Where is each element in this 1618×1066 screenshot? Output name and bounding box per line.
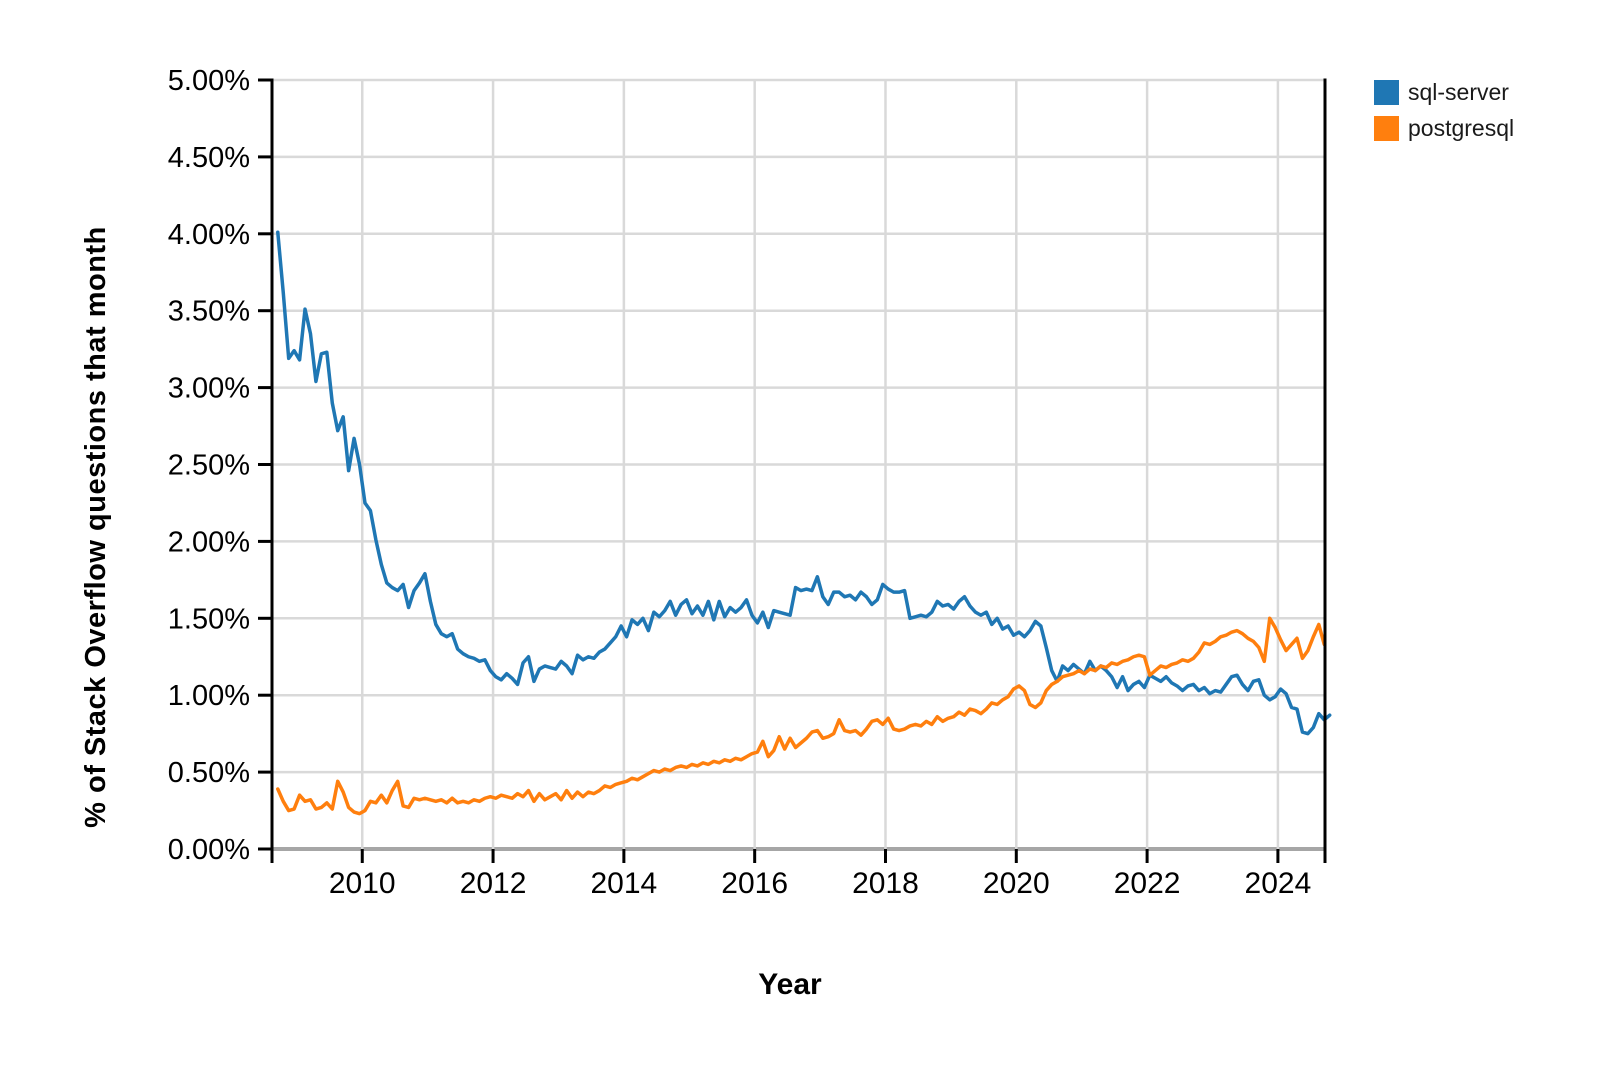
y-tick-label: 0.50% (168, 757, 250, 789)
sql-server-line[interactable] (276, 230, 1332, 736)
x-tick-label: 2014 (590, 867, 657, 900)
x-tick-label: 2018 (852, 867, 919, 900)
y-tick-label: 3.00% (168, 373, 250, 405)
x-tick-label: 2010 (329, 867, 396, 900)
legend-swatch-postgresql (1374, 116, 1399, 141)
y-tick-label: 1.50% (168, 603, 250, 635)
y-tick-label: 2.00% (168, 526, 250, 558)
y-tick-label: 0.00% (168, 834, 250, 866)
y-tick-label: 1.00% (168, 680, 250, 712)
x-tick-label: 2022 (1114, 867, 1181, 900)
y-tick-label: 5.00% (168, 65, 250, 97)
y-axis-title: % of Stack Overflow questions that month (80, 226, 112, 828)
x-axis-title: Year (758, 968, 822, 1001)
y-tick-label: 2.50% (168, 450, 250, 482)
y-tick-label: 4.50% (168, 142, 250, 174)
y-tick-label: 3.50% (168, 296, 250, 328)
x-tick-label: 2016 (721, 867, 788, 900)
y-tick-label: 4.00% (168, 219, 250, 251)
postgresql-line[interactable] (276, 616, 1326, 816)
x-tick-label: 2012 (460, 867, 527, 900)
legend-item-postgresql: postgresql (1374, 116, 1514, 141)
legend-item-sql-server: sql-server (1374, 80, 1514, 105)
legend-label-postgresql: postgresql (1408, 115, 1515, 141)
legend-label-sql-server: sql-server (1408, 79, 1509, 105)
chart-legend: sql-server postgresql (1374, 80, 1514, 141)
legend-swatch-sql-server (1374, 80, 1399, 105)
x-tick-label: 2020 (983, 867, 1050, 900)
x-tick-label: 2024 (1245, 867, 1312, 900)
